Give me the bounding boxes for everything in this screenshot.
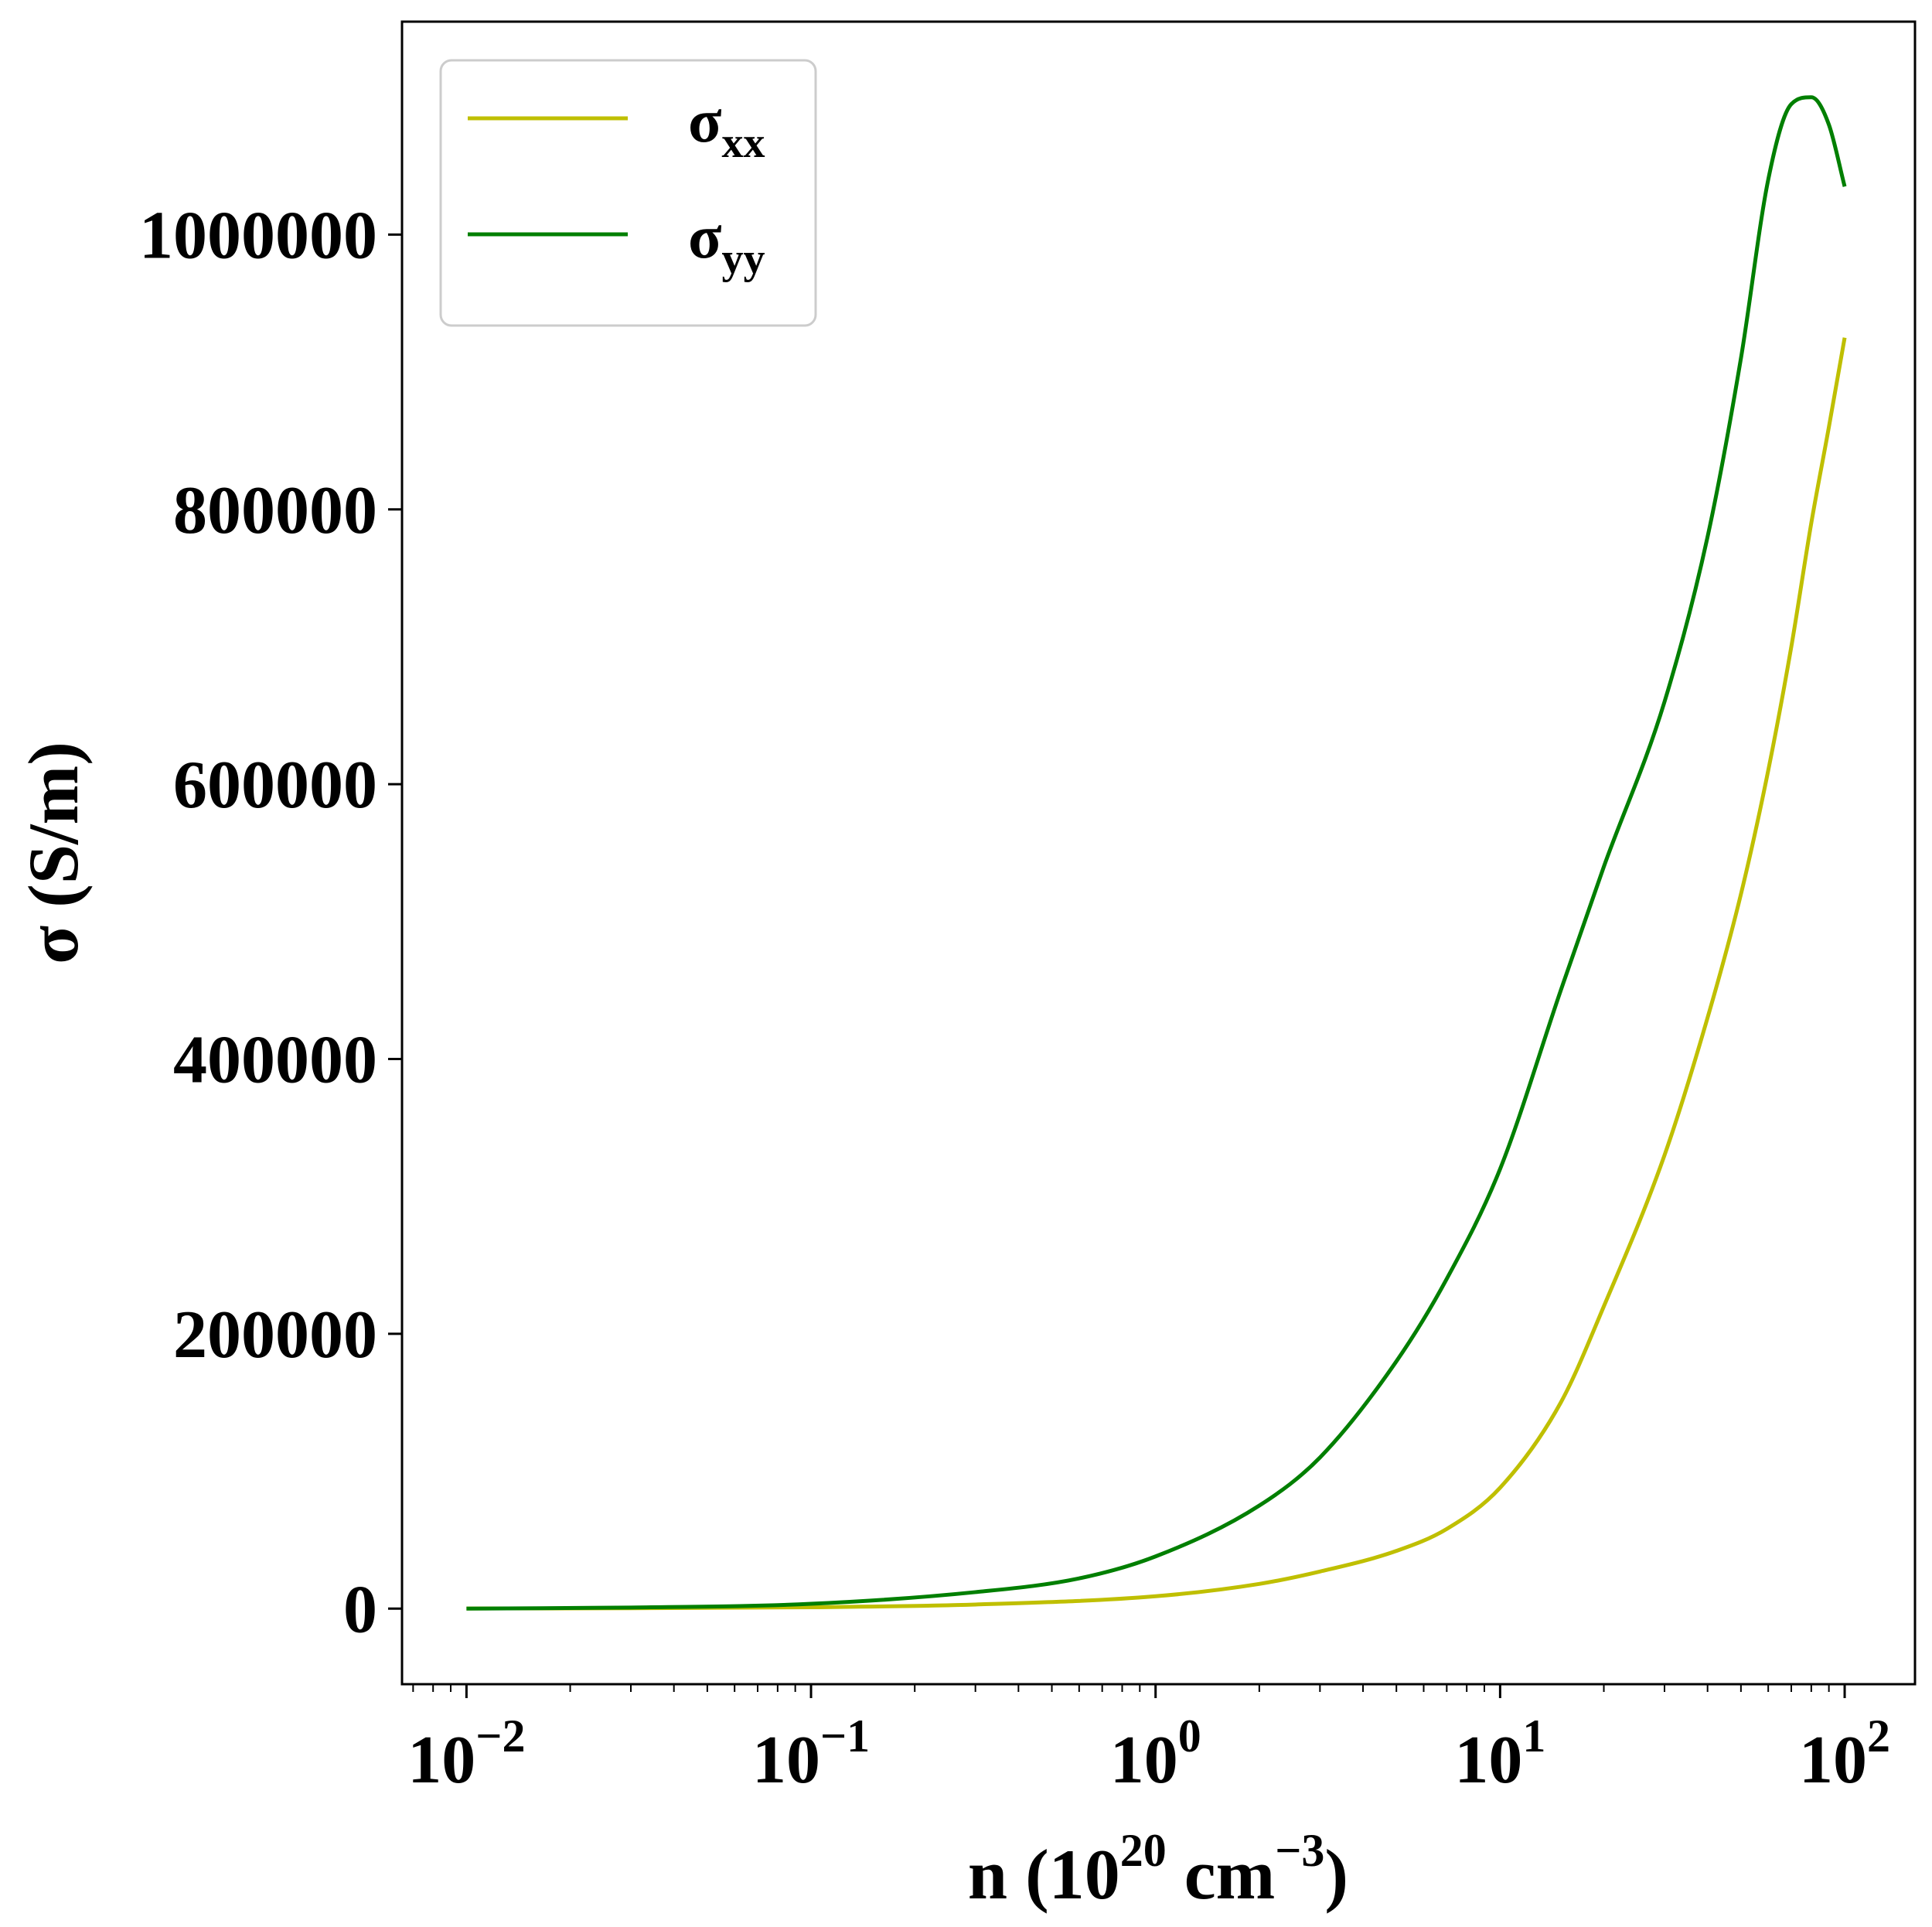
x-tick-label: 10−1: [752, 1710, 870, 1798]
series-line-sigma-xx: [466, 337, 1847, 1611]
x-tick-label-base: 10: [407, 1723, 475, 1798]
x-tick-label-exp: −2: [475, 1710, 525, 1762]
y-tick-label: 400000: [173, 1023, 377, 1098]
x-axis-label-sup2: −3: [1275, 1825, 1324, 1876]
y-axis-ticks: 0 200000 400000 600000 800000 1000000: [139, 198, 402, 1647]
legend-label-sigma-yy-main: σ: [688, 203, 722, 271]
x-tick-label-base: 10: [752, 1723, 820, 1798]
legend: σxx σyy: [439, 59, 817, 327]
y-axis-label: σ (S/m): [14, 742, 93, 964]
y-tick-label: 600000: [173, 748, 377, 823]
series-line-sigma-yy: [466, 95, 1847, 1611]
x-tick-label-exp: 0: [1178, 1710, 1201, 1762]
x-tick-label: 101: [1454, 1710, 1545, 1798]
legend-label-sigma-yy-sub: yy: [722, 235, 765, 283]
x-axis-label: n (1020 cm−3): [968, 1825, 1348, 1914]
legend-label-sigma-xx-main: σ: [688, 87, 722, 155]
plot-frame: [400, 20, 1917, 1686]
y-tick-label: 0: [343, 1572, 377, 1647]
x-axis-label-sup1: 20: [1120, 1825, 1167, 1876]
x-tick-label: 100: [1110, 1710, 1201, 1798]
x-tick-label: 10−2: [407, 1710, 525, 1798]
series-layer: [466, 95, 1847, 1611]
legend-box: [439, 59, 817, 327]
x-tick-label-exp: 2: [1867, 1710, 1890, 1762]
x-tick-label-base: 10: [1110, 1723, 1178, 1798]
x-axis-label-main: n (10: [968, 1835, 1120, 1914]
x-tick-label: 102: [1799, 1710, 1890, 1798]
x-tick-label-base: 10: [1799, 1723, 1867, 1798]
legend-label-sigma-xx: σxx: [688, 87, 765, 167]
legend-label-sigma-xx-sub: xx: [722, 119, 765, 167]
x-axis-ticks: 10−2 10−1 100 101 102: [407, 1684, 1890, 1798]
x-axis-label-end: ): [1324, 1835, 1348, 1914]
y-tick-label: 800000: [173, 473, 377, 548]
y-tick-label: 200000: [173, 1298, 377, 1373]
x-tick-label-exp: −1: [820, 1710, 870, 1762]
x-tick-label-exp: 1: [1522, 1710, 1545, 1762]
legend-label-sigma-yy: σyy: [688, 203, 765, 283]
x-tick-label-base: 10: [1454, 1723, 1522, 1798]
x-axis-label-mid: cm: [1167, 1835, 1275, 1914]
y-tick-label: 1000000: [139, 198, 377, 273]
